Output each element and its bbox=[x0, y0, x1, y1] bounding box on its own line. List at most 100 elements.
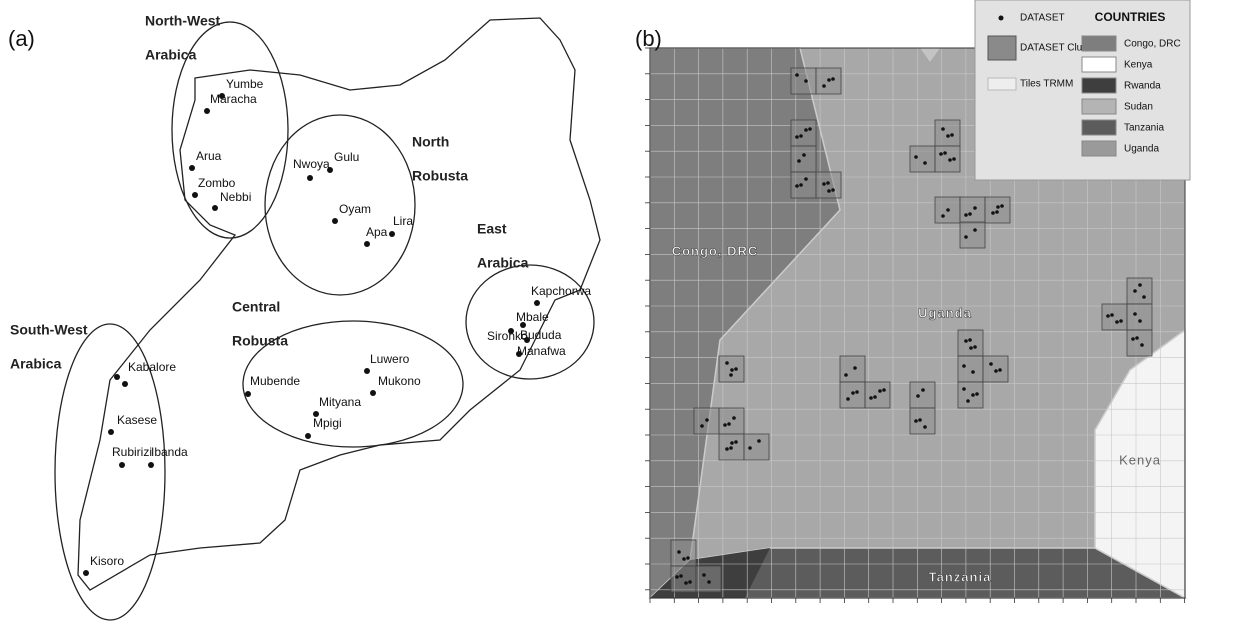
dataset-point bbox=[705, 418, 709, 422]
dataset-point bbox=[914, 419, 918, 423]
panel-b: Congo, DRC Uganda Kenya Tanzania (b) DAT… bbox=[635, 0, 1190, 603]
town-dot bbox=[245, 391, 251, 397]
dataset-point bbox=[962, 387, 966, 391]
legend-country: Tanzania bbox=[1124, 123, 1164, 134]
dataset-point bbox=[827, 189, 831, 193]
dataset-point bbox=[1138, 283, 1142, 287]
map-label: Congo, DRC bbox=[672, 243, 759, 258]
cluster-tile bbox=[958, 382, 983, 408]
region-label: East bbox=[477, 221, 507, 237]
town-label: Nwoya bbox=[293, 157, 330, 171]
dataset-point bbox=[725, 447, 729, 451]
dataset-point bbox=[1106, 314, 1110, 318]
dataset-point bbox=[918, 418, 922, 422]
dataset-point bbox=[964, 339, 968, 343]
town-label: Lira bbox=[393, 214, 413, 228]
panel-label: (b) bbox=[635, 26, 662, 51]
town-label: Zombo bbox=[198, 176, 236, 190]
legend-country: Rwanda bbox=[1124, 81, 1161, 92]
dataset-point bbox=[923, 161, 927, 165]
dataset-point bbox=[808, 127, 812, 131]
dataset-point bbox=[802, 153, 806, 157]
dataset-point bbox=[851, 391, 855, 395]
cluster-tile bbox=[910, 146, 935, 172]
dataset-point bbox=[950, 133, 954, 137]
dataset-point bbox=[995, 210, 999, 214]
dataset-point bbox=[700, 424, 704, 428]
legend-swatch bbox=[1082, 78, 1116, 93]
legend-dot bbox=[999, 16, 1004, 21]
dataset-point bbox=[966, 399, 970, 403]
dataset-point bbox=[969, 346, 973, 350]
dataset-point bbox=[952, 157, 956, 161]
dataset-point bbox=[971, 393, 975, 397]
dataset-point bbox=[1140, 343, 1144, 347]
town-label: Manafwa bbox=[517, 344, 566, 358]
town-dot bbox=[307, 175, 313, 181]
dataset-point bbox=[679, 574, 683, 578]
map-label: Uganda bbox=[918, 305, 972, 320]
dataset-point bbox=[795, 184, 799, 188]
legend-tiles bbox=[988, 78, 1016, 90]
town-dot bbox=[364, 241, 370, 247]
dataset-point bbox=[804, 79, 808, 83]
region-label: Arabica bbox=[145, 47, 197, 63]
dataset-point bbox=[878, 389, 882, 393]
dataset-point bbox=[968, 338, 972, 342]
dataset-point bbox=[1131, 337, 1135, 341]
dataset-point bbox=[869, 396, 873, 400]
town-label: Mpigi bbox=[313, 416, 342, 430]
cluster-tile bbox=[671, 566, 696, 592]
town-label: Mukono bbox=[378, 374, 421, 388]
dataset-point bbox=[916, 394, 920, 398]
legend-country: Uganda bbox=[1124, 144, 1159, 155]
uganda-outline bbox=[78, 18, 600, 590]
dataset-point bbox=[725, 361, 729, 365]
cluster-tile bbox=[985, 197, 1010, 223]
legend-cluster bbox=[988, 36, 1016, 60]
legend: DATASET DATASET Cluster Tiles TRMM COUNT… bbox=[975, 0, 1190, 180]
cluster-tile bbox=[910, 382, 935, 408]
dataset-point bbox=[873, 395, 877, 399]
dataset-point bbox=[973, 206, 977, 210]
dataset-point bbox=[799, 183, 803, 187]
cluster-tile bbox=[983, 356, 1008, 382]
region-label: Central bbox=[232, 299, 280, 315]
town-label: Arua bbox=[196, 149, 222, 163]
dataset-point bbox=[795, 135, 799, 139]
cluster-tile bbox=[791, 68, 816, 94]
cluster-tile bbox=[816, 172, 841, 198]
region-label: Robusta bbox=[412, 168, 468, 184]
town-label: Bududa bbox=[520, 328, 562, 342]
town-dot bbox=[204, 108, 210, 114]
dataset-point bbox=[946, 208, 950, 212]
legend-swatch bbox=[1082, 36, 1116, 51]
dataset-point bbox=[686, 556, 690, 560]
dataset-point bbox=[757, 439, 761, 443]
town-dot bbox=[370, 390, 376, 396]
cluster-tile bbox=[1127, 278, 1152, 304]
town-label: Mubende bbox=[250, 374, 300, 388]
dataset-point bbox=[975, 392, 979, 396]
dataset-point bbox=[964, 213, 968, 217]
cluster-tile bbox=[958, 330, 983, 356]
dataset-point bbox=[941, 127, 945, 131]
town-dot bbox=[332, 218, 338, 224]
dataset-point bbox=[882, 388, 886, 392]
legend-label: Tiles TRMM bbox=[1020, 79, 1073, 90]
town-dot bbox=[83, 570, 89, 576]
dataset-point bbox=[682, 557, 686, 561]
town-dot bbox=[114, 374, 120, 380]
region-ellipses bbox=[55, 22, 594, 620]
dataset-point bbox=[939, 152, 943, 156]
region-label: Arabica bbox=[10, 356, 62, 372]
dataset-point bbox=[822, 182, 826, 186]
town-label: Rubirizi bbox=[112, 445, 152, 459]
town-dot bbox=[108, 429, 114, 435]
town-label: Apa bbox=[366, 225, 388, 239]
town-label: Luwero bbox=[370, 352, 410, 366]
dataset-point bbox=[846, 397, 850, 401]
legend-country: Sudan bbox=[1124, 102, 1153, 113]
cluster-tile bbox=[1102, 304, 1127, 330]
legend-swatch bbox=[1082, 141, 1116, 156]
